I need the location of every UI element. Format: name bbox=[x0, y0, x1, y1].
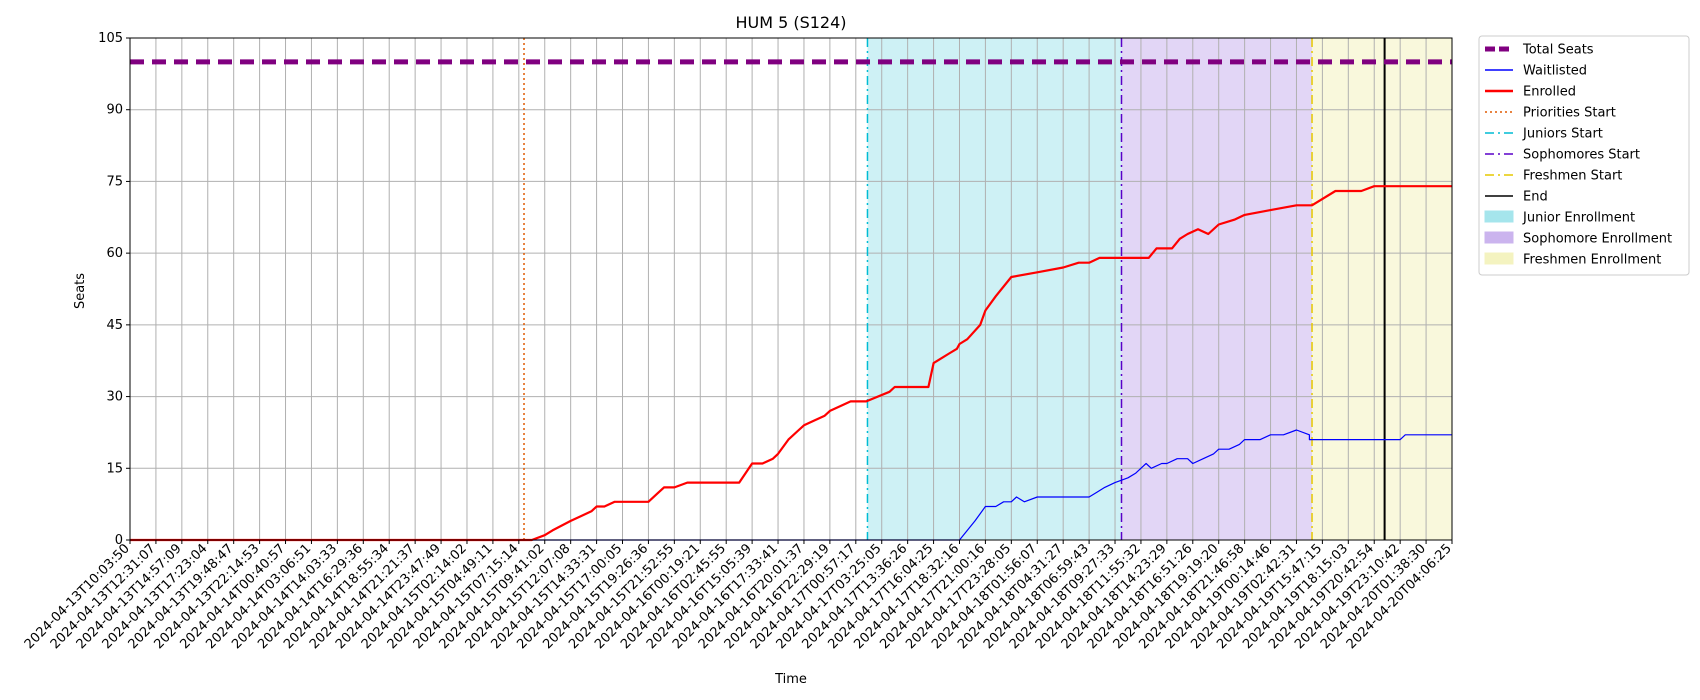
legend-label: Sophomore Enrollment bbox=[1523, 232, 1672, 247]
legend: Total Seats Waitlisted Enrolled Priorities … bbox=[1478, 35, 1690, 276]
y-tick-label: 30 bbox=[106, 390, 123, 405]
legend-label: End bbox=[1523, 190, 1548, 205]
legend-label: Waitlisted bbox=[1523, 64, 1587, 79]
axes-frame bbox=[129, 37, 1453, 541]
legend-label: Freshmen Enrollment bbox=[1523, 253, 1661, 268]
legend-label: Priorities Start bbox=[1523, 106, 1616, 121]
span-junior-enrollment bbox=[867, 38, 1122, 540]
series-waitlisted bbox=[130, 429, 1452, 541]
legend-label: Freshmen Start bbox=[1523, 169, 1622, 184]
chart-title: HUM 5 (S124) bbox=[735, 13, 846, 32]
span-sophomore-enrollment bbox=[1121, 38, 1313, 540]
legend-label: Total Seats bbox=[1522, 43, 1594, 58]
legend-label: Junior Enrollment bbox=[1522, 211, 1635, 226]
legend-box bbox=[1478, 35, 1690, 276]
y-tick-label: 90 bbox=[106, 103, 123, 118]
legend-swatch bbox=[1484, 252, 1514, 265]
y-tick-label: 60 bbox=[106, 246, 123, 261]
span-freshmen-enrollment bbox=[1312, 38, 1452, 540]
legend-label: Juniors Start bbox=[1522, 127, 1603, 142]
legend-swatch bbox=[1484, 210, 1514, 223]
plot-area: 01530456075901052024-04-13T10:03:502024-… bbox=[22, 31, 1455, 652]
y-tick-label: 75 bbox=[106, 174, 123, 189]
y-tick-label: 0 bbox=[115, 533, 123, 548]
y-axis-label: Seats bbox=[73, 273, 88, 309]
y-tick-label: 45 bbox=[106, 318, 123, 333]
y-tick-label: 15 bbox=[106, 461, 123, 476]
x-axis-label: Time bbox=[774, 672, 807, 687]
y-tick-label: 105 bbox=[98, 31, 123, 46]
legend-swatch bbox=[1484, 231, 1514, 244]
series-enrolled bbox=[130, 185, 1452, 542]
legend-label: Enrolled bbox=[1523, 85, 1576, 100]
legend-label: Sophomores Start bbox=[1523, 148, 1640, 163]
